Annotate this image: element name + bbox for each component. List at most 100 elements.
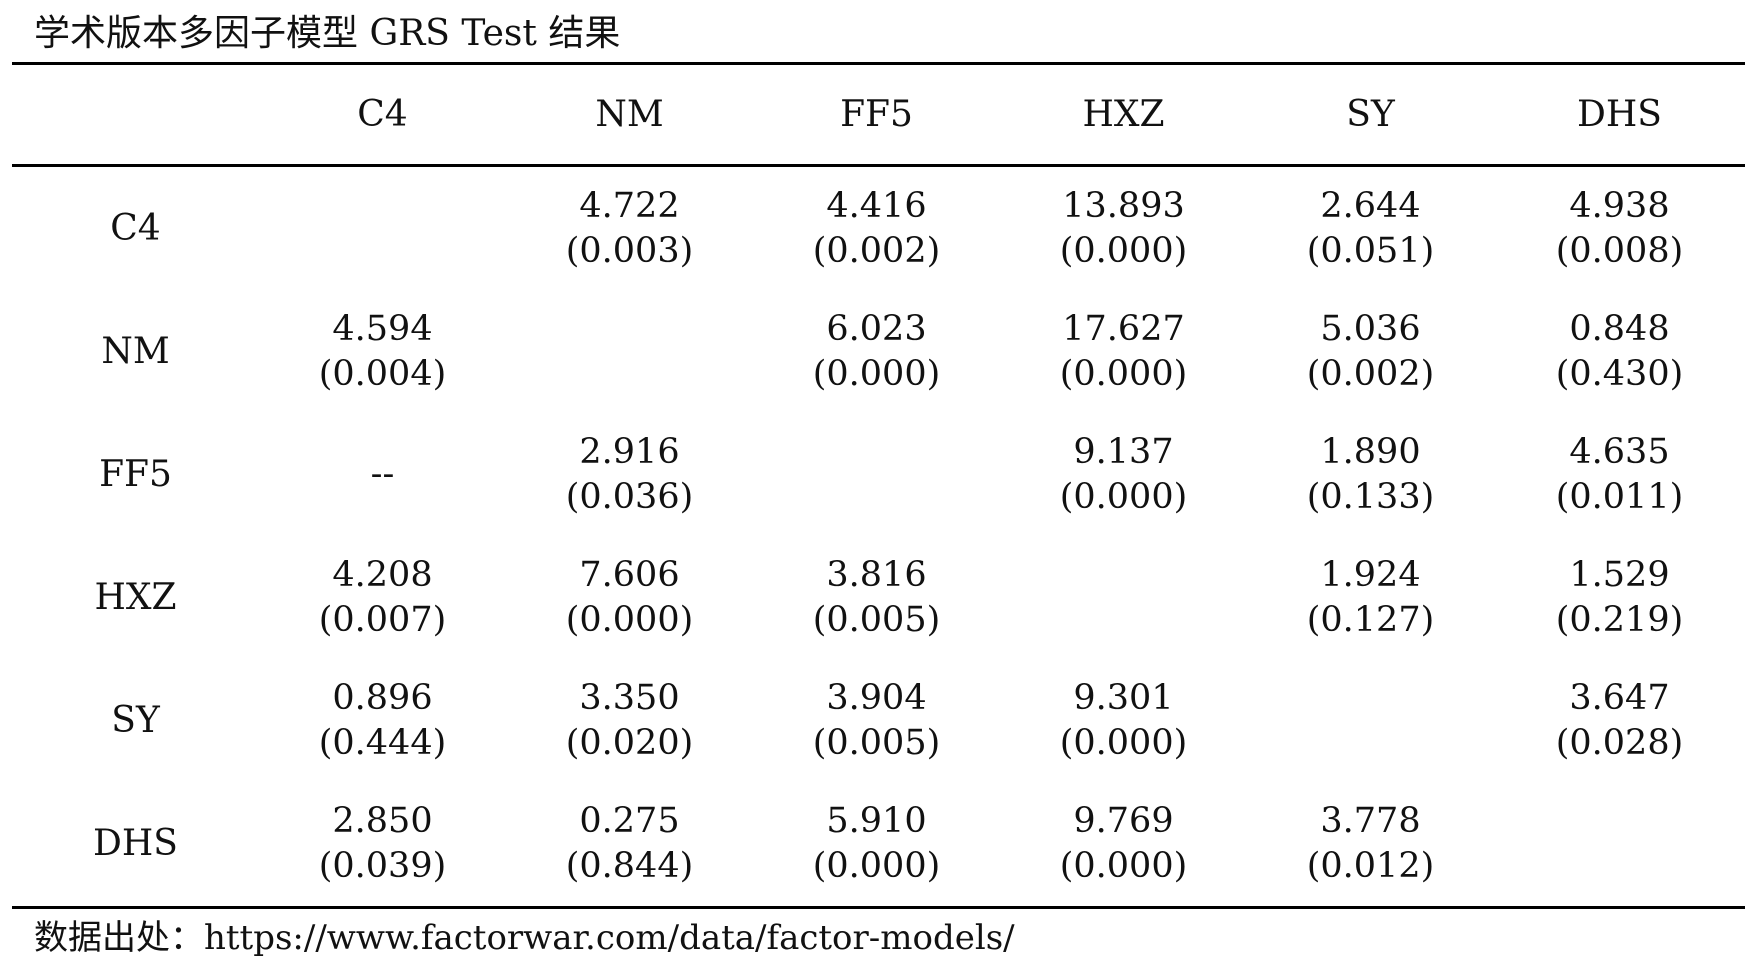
top-rule bbox=[12, 62, 1745, 65]
column-header: FF5 bbox=[840, 94, 913, 135]
table-cell: 4.722 (0.003) bbox=[506, 167, 753, 290]
table-cell bbox=[1494, 782, 1745, 905]
column-header: C4 bbox=[357, 94, 408, 135]
header-corner bbox=[12, 65, 259, 164]
grs-statistic: 4.416 bbox=[826, 185, 927, 226]
grs-statistic: 6.023 bbox=[826, 308, 927, 349]
table-cell: 17.627 (0.000) bbox=[1000, 290, 1247, 413]
table-cell: 3.350 (0.020) bbox=[506, 659, 753, 782]
column-header: DHS bbox=[1577, 94, 1662, 135]
p-value: (0.012) bbox=[1306, 845, 1435, 886]
grs-statistic: 7.606 bbox=[579, 554, 680, 595]
table-cell: 9.769 (0.000) bbox=[1000, 782, 1247, 905]
table-cell: 0.848 (0.430) bbox=[1494, 290, 1745, 413]
table-cell bbox=[1000, 536, 1247, 659]
p-value: (0.127) bbox=[1306, 599, 1435, 640]
table-cell: 3.778 (0.012) bbox=[1247, 782, 1494, 905]
grs-statistic: 4.938 bbox=[1569, 185, 1670, 226]
table-cell: 3.904 (0.005) bbox=[753, 659, 1000, 782]
p-value: (0.000) bbox=[1059, 845, 1188, 886]
row-label: NM bbox=[101, 331, 170, 372]
table-cell: 13.893 (0.000) bbox=[1000, 167, 1247, 290]
table-cell: -- bbox=[259, 413, 506, 536]
p-value: (0.000) bbox=[1059, 476, 1188, 517]
table-cell bbox=[259, 167, 506, 290]
table-header: C4 NM FF5 HXZ SY DHS bbox=[12, 65, 1745, 164]
p-value: (0.000) bbox=[1059, 353, 1188, 394]
p-value: (0.002) bbox=[812, 230, 941, 271]
grs-statistic: 0.896 bbox=[332, 677, 433, 718]
table-cell: 1.529 (0.219) bbox=[1494, 536, 1745, 659]
table-cell: 4.208 (0.007) bbox=[259, 536, 506, 659]
table-cell: 9.301 (0.000) bbox=[1000, 659, 1247, 782]
grs-statistic: 3.647 bbox=[1569, 677, 1670, 718]
grs-statistic: 3.350 bbox=[579, 677, 680, 718]
table-cell: 2.916 (0.036) bbox=[506, 413, 753, 536]
p-value: (0.219) bbox=[1555, 599, 1684, 640]
p-value: (0.000) bbox=[812, 845, 941, 886]
table-cell: 4.938 (0.008) bbox=[1494, 167, 1745, 290]
column-header: SY bbox=[1346, 94, 1395, 135]
p-value: (0.004) bbox=[318, 353, 447, 394]
grs-statistic: 0.275 bbox=[579, 800, 680, 841]
grs-statistic: 4.594 bbox=[332, 308, 433, 349]
p-value: (0.020) bbox=[565, 722, 694, 763]
p-value: (0.011) bbox=[1555, 476, 1684, 517]
table-cell: 4.594 (0.004) bbox=[259, 290, 506, 413]
table-cell: 9.137 (0.000) bbox=[1000, 413, 1247, 536]
table-body: C4 4.722 (0.003) 4.416 (0.002) 13.893 (0.00… bbox=[12, 167, 1745, 906]
grs-statistic: 2.644 bbox=[1320, 185, 1421, 226]
p-value: (0.430) bbox=[1555, 353, 1684, 394]
table-cell bbox=[753, 413, 1000, 536]
p-value: (0.005) bbox=[812, 722, 941, 763]
table-cell: 1.890 (0.133) bbox=[1247, 413, 1494, 536]
grs-statistic: 1.924 bbox=[1320, 554, 1421, 595]
column-header: NM bbox=[595, 94, 664, 135]
p-value: (0.028) bbox=[1555, 722, 1684, 763]
table-cell: 0.275 (0.844) bbox=[506, 782, 753, 905]
table-cell: 4.635 (0.011) bbox=[1494, 413, 1745, 536]
table-cell: 2.850 (0.039) bbox=[259, 782, 506, 905]
grs-statistic: 9.301 bbox=[1073, 677, 1174, 718]
p-value: (0.039) bbox=[318, 845, 447, 886]
p-value: (0.000) bbox=[565, 599, 694, 640]
grs-statistic: 13.893 bbox=[1062, 185, 1185, 226]
data-source-note: 数据出处：https://www.factorwar.com/data/fact… bbox=[34, 918, 1015, 958]
grs-statistic: 9.769 bbox=[1073, 800, 1174, 841]
table-cell bbox=[1247, 659, 1494, 782]
grs-statistic: 4.722 bbox=[579, 185, 680, 226]
p-value: (0.000) bbox=[1059, 722, 1188, 763]
grs-statistic: 1.890 bbox=[1320, 431, 1421, 472]
table-cell: 6.023 (0.000) bbox=[753, 290, 1000, 413]
p-value: (0.002) bbox=[1306, 353, 1435, 394]
grs-statistic: 2.916 bbox=[579, 431, 680, 472]
grs-statistic: 9.137 bbox=[1073, 431, 1174, 472]
row-label: SY bbox=[111, 700, 160, 741]
row-label: FF5 bbox=[99, 454, 172, 495]
p-value: (0.000) bbox=[1059, 230, 1188, 271]
p-value: (0.133) bbox=[1306, 476, 1435, 517]
table-cell: 5.910 (0.000) bbox=[753, 782, 1000, 905]
table-cell bbox=[506, 290, 753, 413]
grs-statistic: 3.904 bbox=[826, 677, 927, 718]
column-header: HXZ bbox=[1082, 94, 1165, 135]
table-cell: 7.606 (0.000) bbox=[506, 536, 753, 659]
table-cell: 4.416 (0.002) bbox=[753, 167, 1000, 290]
grs-statistic: 2.850 bbox=[332, 800, 433, 841]
grs-statistic: 4.635 bbox=[1569, 431, 1670, 472]
grs-statistic: 3.778 bbox=[1320, 800, 1421, 841]
p-value: (0.008) bbox=[1555, 230, 1684, 271]
p-value: (0.444) bbox=[318, 722, 447, 763]
row-label: C4 bbox=[110, 208, 161, 249]
p-value: (0.036) bbox=[565, 476, 694, 517]
grs-statistic: 1.529 bbox=[1569, 554, 1670, 595]
grs-statistic: 17.627 bbox=[1062, 308, 1185, 349]
row-label: DHS bbox=[93, 823, 178, 864]
table-cell: 3.647 (0.028) bbox=[1494, 659, 1745, 782]
grs-statistic: 0.848 bbox=[1569, 308, 1670, 349]
grs-statistic: -- bbox=[370, 454, 395, 494]
table-cell: 5.036 (0.002) bbox=[1247, 290, 1494, 413]
p-value: (0.003) bbox=[565, 230, 694, 271]
p-value: (0.005) bbox=[812, 599, 941, 640]
grs-statistic: 3.816 bbox=[826, 554, 927, 595]
